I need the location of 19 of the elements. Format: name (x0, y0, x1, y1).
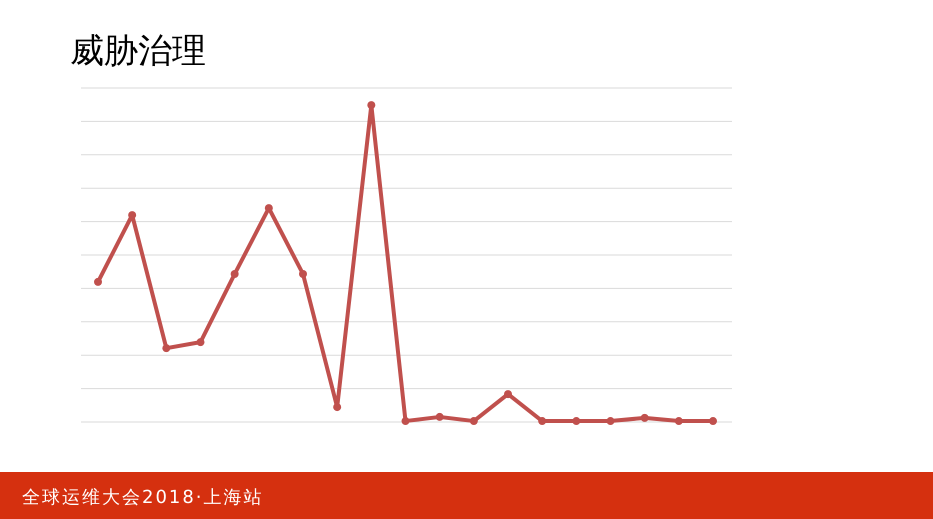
point (299, 270, 307, 278)
chart-title: 威胁治理 (70, 31, 206, 71)
point (436, 412, 444, 421)
point (538, 417, 546, 426)
point (640, 414, 649, 422)
point (367, 101, 376, 110)
point (572, 417, 580, 426)
point (674, 417, 683, 426)
point (333, 403, 342, 412)
point (94, 278, 102, 286)
point (196, 338, 204, 346)
point (402, 417, 410, 426)
point (606, 417, 614, 426)
text: 全球运维大会2018·上海站 (22, 487, 264, 508)
point (162, 344, 170, 352)
point (709, 417, 717, 426)
point (504, 390, 512, 398)
point (470, 417, 478, 426)
point (230, 270, 239, 278)
